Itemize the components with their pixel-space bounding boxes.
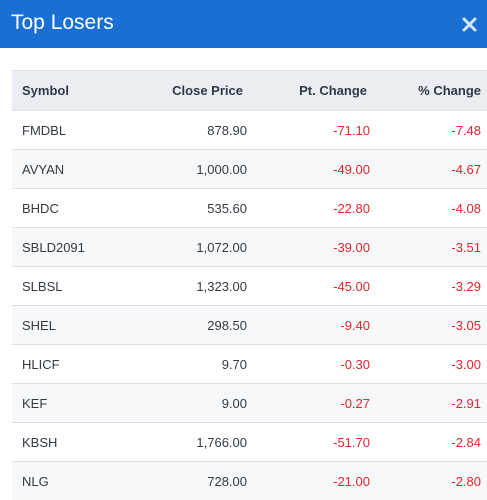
cell-symbol: SHEL (12, 306, 137, 345)
cell-close-price: 1,072.00 (137, 228, 247, 267)
dialog-header: Top Losers (0, 0, 487, 48)
column-header-close-price[interactable]: Close Price (137, 71, 247, 111)
cell-pt-change: -0.27 (247, 384, 370, 423)
cell-close-price: 878.90 (137, 111, 247, 150)
cell-pct-change: -2.91 (370, 384, 487, 423)
cell-pt-change: -9.40 (247, 306, 370, 345)
cell-close-price: 9.70 (137, 345, 247, 384)
column-header-pct-change[interactable]: % Change (370, 71, 487, 111)
cell-symbol: KEF (12, 384, 137, 423)
cell-pct-change: -3.05 (370, 306, 487, 345)
cell-symbol: FMDBL (12, 111, 137, 150)
cell-pt-change: -0.30 (247, 345, 370, 384)
cell-close-price: 728.00 (137, 462, 247, 500)
dialog-title: Top Losers (11, 10, 114, 36)
cell-pt-change: -45.00 (247, 267, 370, 306)
cell-pct-change: -3.00 (370, 345, 487, 384)
column-header-symbol[interactable]: Symbol (12, 71, 137, 111)
cell-close-price: 1,000.00 (137, 150, 247, 189)
cell-symbol: SLBSL (12, 267, 137, 306)
cell-symbol: AVYAN (12, 150, 137, 189)
cell-pct-change: -7.48 (370, 111, 487, 150)
cell-symbol: HLICF (12, 345, 137, 384)
cell-close-price: 9.00 (137, 384, 247, 423)
cell-pt-change: -39.00 (247, 228, 370, 267)
cell-symbol: SBLD2091 (12, 228, 137, 267)
cell-symbol: BHDC (12, 189, 137, 228)
cell-pct-change: -3.51 (370, 228, 487, 267)
cell-symbol: KBSH (12, 423, 137, 462)
cell-close-price: 298.50 (137, 306, 247, 345)
cell-pct-change: -2.84 (370, 423, 487, 462)
cell-pt-change: -22.80 (247, 189, 370, 228)
cell-pt-change: -51.70 (247, 423, 370, 462)
cell-close-price: 1,766.00 (137, 423, 247, 462)
close-icon[interactable] (461, 16, 478, 33)
losers-table: Symbol Close Price Pt. Change % Change F… (12, 70, 487, 500)
cell-close-price: 535.60 (137, 189, 247, 228)
cell-pct-change: -4.08 (370, 189, 487, 228)
cell-pct-change: -4.67 (370, 150, 487, 189)
table-header-row: Symbol Close Price Pt. Change % Change (12, 71, 487, 111)
column-header-pt-change[interactable]: Pt. Change (247, 71, 370, 111)
cell-close-price: 1,323.00 (137, 267, 247, 306)
cell-pct-change: -2.80 (370, 462, 487, 500)
cell-pt-change: -49.00 (247, 150, 370, 189)
cell-pt-change: -71.10 (247, 111, 370, 150)
cell-pct-change: -3.29 (370, 267, 487, 306)
cell-symbol: NLG (12, 462, 137, 500)
cell-pt-change: -21.00 (247, 462, 370, 500)
